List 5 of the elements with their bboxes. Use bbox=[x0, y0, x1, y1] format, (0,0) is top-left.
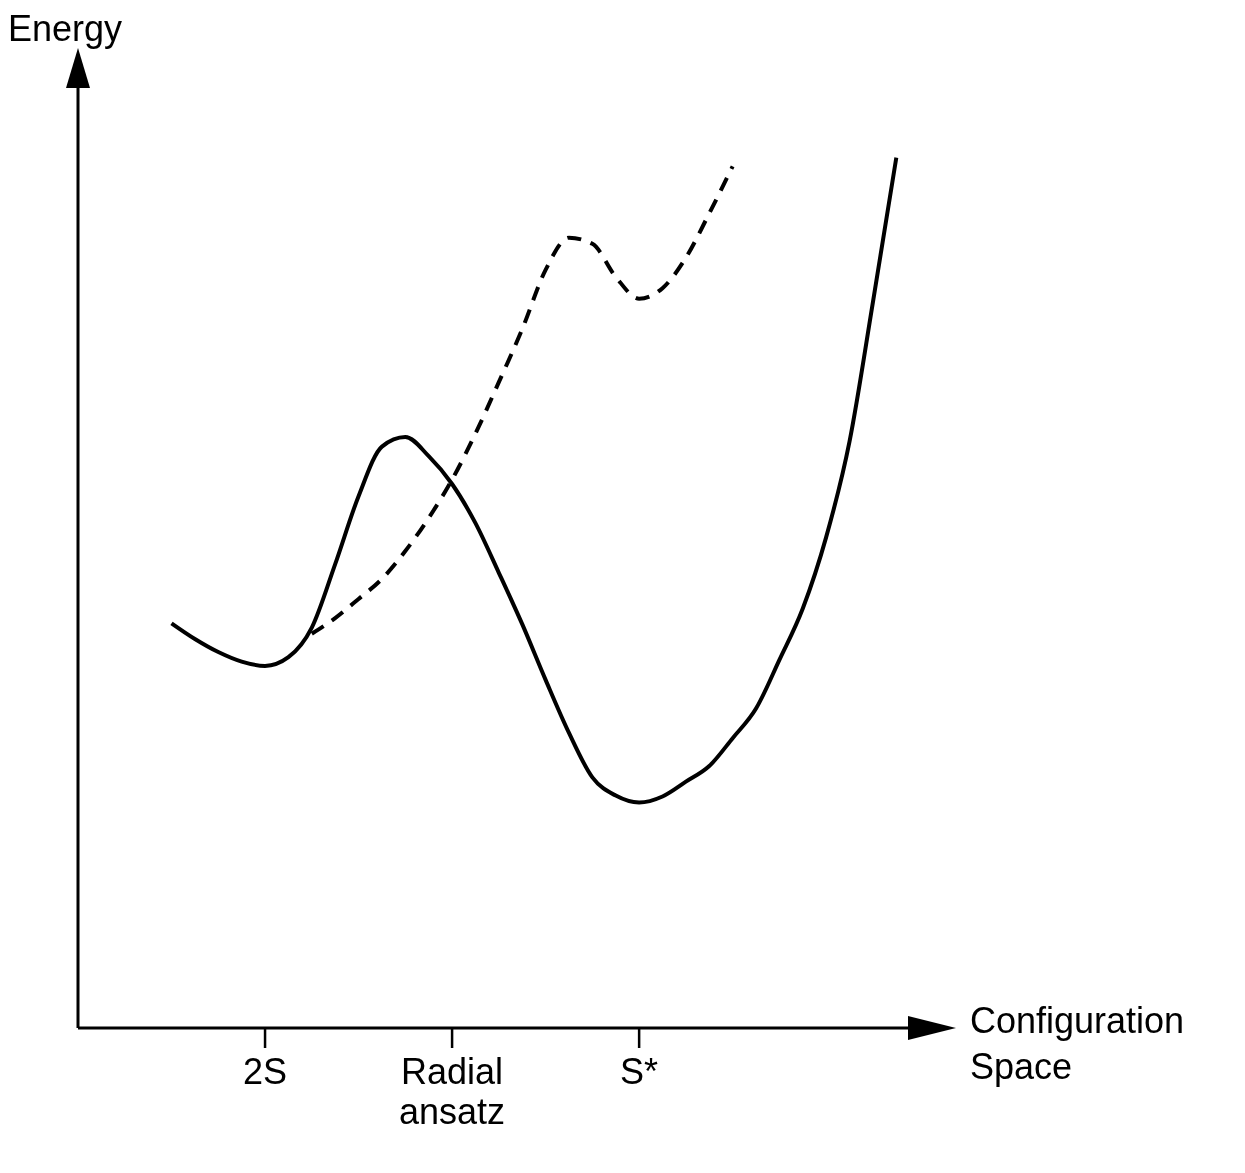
x-tick-label: S* bbox=[620, 1051, 659, 1092]
x-axis-title: Configuration Space bbox=[970, 999, 1186, 1089]
x-tick-label: Radial ansatz bbox=[399, 1051, 506, 1132]
y-axis-title: Energy bbox=[8, 8, 123, 50]
x-tick-label: 2S bbox=[243, 1051, 288, 1092]
